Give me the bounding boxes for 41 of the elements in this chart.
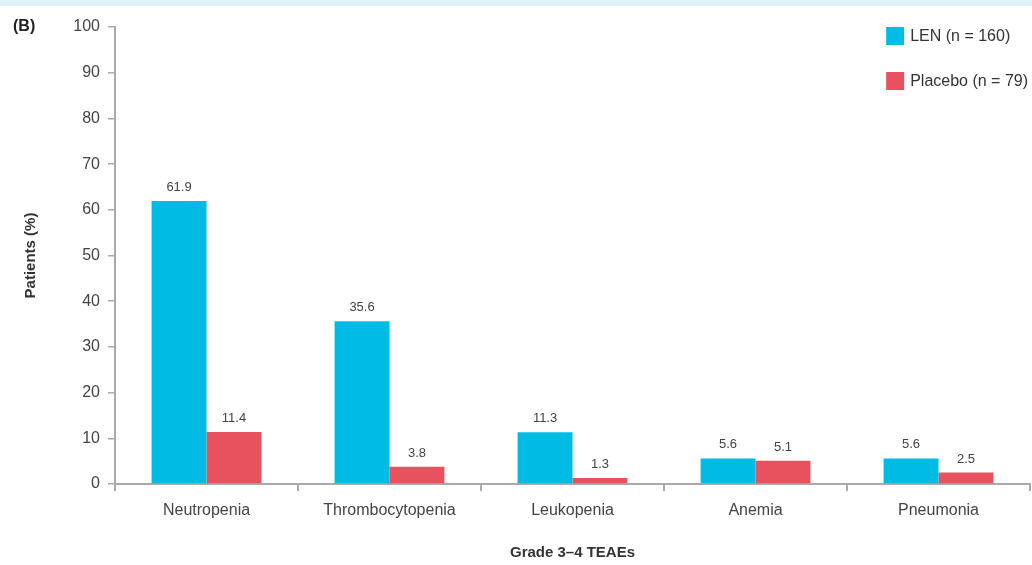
y-tick-label: 30 xyxy=(82,337,101,355)
data-label: 5.6 xyxy=(719,436,738,452)
x-tick-label: Leukopenia xyxy=(531,501,614,519)
y-tick-label: 70 xyxy=(82,154,101,172)
data-label: 35.6 xyxy=(349,299,375,315)
data-label: 2.5 xyxy=(956,450,975,466)
y-tick-label: 20 xyxy=(82,383,101,401)
x-tick-label: Pneumonia xyxy=(898,501,980,519)
y-tick-label: 100 xyxy=(73,17,101,35)
data-label: 61.9 xyxy=(166,179,192,195)
y-tick-label: 40 xyxy=(82,291,101,309)
y-tick-label: 90 xyxy=(82,63,101,81)
bar xyxy=(206,431,262,484)
bar xyxy=(755,460,811,484)
bar xyxy=(389,466,445,484)
bar xyxy=(151,201,207,484)
y-tick-label: 0 xyxy=(91,474,101,492)
data-label: 3.8 xyxy=(407,444,426,460)
data-label: 11.3 xyxy=(532,410,558,426)
x-axis-title: Grade 3–4 TEAEs xyxy=(509,543,636,561)
data-label: 11.4 xyxy=(221,409,247,425)
y-axis-title: Patients (%) xyxy=(21,212,39,299)
bar xyxy=(700,458,756,484)
data-label: 1.3 xyxy=(590,456,609,472)
bar xyxy=(938,472,994,484)
y-tick-label: 80 xyxy=(82,108,101,126)
y-tick-label: 50 xyxy=(82,245,101,263)
bar xyxy=(572,478,628,484)
x-tick-label: Anemia xyxy=(728,501,783,519)
y-tick-label: 10 xyxy=(82,428,101,446)
bar xyxy=(334,321,390,484)
bar xyxy=(517,432,573,484)
text: (B) xyxy=(13,17,36,35)
data-label: 5.6 xyxy=(902,436,921,452)
bar xyxy=(883,458,939,484)
x-tick-label: Thrombocytopenia xyxy=(323,501,456,519)
y-tick-label: 60 xyxy=(82,200,101,218)
legend-label: Placebo (n = 79) xyxy=(910,72,1029,90)
legend-label: LEN (n = 160) xyxy=(910,27,1011,45)
data-label: 5.1 xyxy=(773,438,792,454)
x-tick-label: Neutropenia xyxy=(162,501,251,519)
